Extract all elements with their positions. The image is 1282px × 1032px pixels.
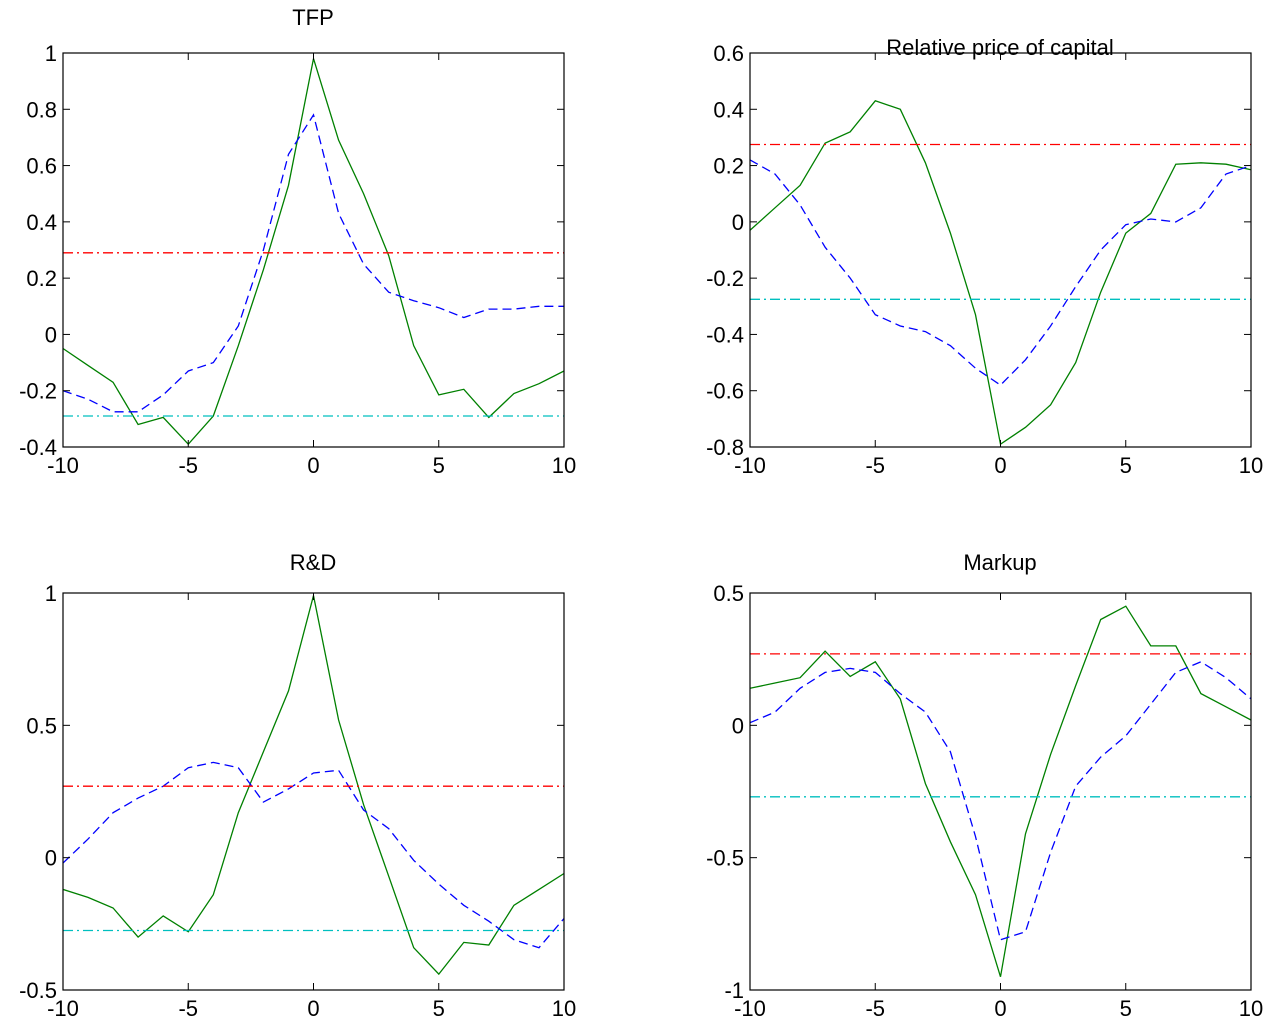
series-line-1 (63, 113, 564, 413)
series-line-1 (750, 159, 1251, 386)
x-tick-label: 0 (994, 996, 1006, 1021)
y-tick-label: 0.4 (26, 210, 57, 235)
x-tick-label: 10 (552, 453, 576, 478)
chart-title: TFP (292, 5, 334, 30)
x-tick-label: 10 (1239, 996, 1263, 1021)
x-tick-label: 5 (1120, 453, 1132, 478)
y-tick-label: -0.4 (706, 322, 744, 347)
x-tick-label: 5 (433, 453, 445, 478)
y-tick-label: -0.4 (19, 435, 57, 460)
x-tick-label: 0 (307, 453, 319, 478)
y-tick-label: -0.5 (19, 978, 57, 1003)
y-tick-label: 0.8 (26, 97, 57, 122)
y-tick-label: -0.8 (706, 435, 744, 460)
x-tick-label: 5 (1120, 996, 1132, 1021)
x-tick-label: -5 (178, 996, 198, 1021)
series-line-0 (750, 605, 1251, 977)
x-tick-label: 10 (1239, 453, 1263, 478)
y-tick-label: 0.5 (713, 581, 744, 606)
x-tick-label: 0 (307, 996, 319, 1021)
x-tick-label: -5 (178, 453, 198, 478)
y-tick-label: 0.2 (26, 266, 57, 291)
y-tick-label: 0 (45, 322, 57, 347)
subplot-markup: Markup -10 -5 0 5 10 -1 -0.5 0 0.5 (706, 550, 1263, 1021)
y-tick-label: 0.5 (26, 713, 57, 738)
y-tick-label: 0.2 (713, 154, 744, 179)
subplot-relative-price-of-capital: Relative price of capital -10 -5 0 5 10-0.8-… (706, 35, 1263, 478)
x-tick-label: -10 (47, 453, 79, 478)
x-tick-label: -5 (865, 453, 885, 478)
y-tick-label: 1 (45, 41, 57, 66)
y-tick-label: -1 (724, 978, 744, 1003)
x-tick-label: -10 (734, 996, 766, 1021)
y-tick-label: 0.4 (713, 97, 744, 122)
y-tick-label: -0.2 (706, 266, 744, 291)
y-tick-label: -0.6 (706, 379, 744, 404)
series-line-1 (63, 761, 564, 949)
chart-title: Markup (963, 550, 1036, 575)
y-tick-label: 0 (732, 210, 744, 235)
y-tick-label: 0 (732, 713, 744, 738)
x-tick-label: -10 (734, 453, 766, 478)
y-tick-label: -0.5 (706, 846, 744, 871)
x-tick-label: 10 (552, 996, 576, 1021)
y-tick-label: 0 (45, 846, 57, 871)
x-tick-label: 0 (994, 453, 1006, 478)
y-tick-label: 0.6 (26, 154, 57, 179)
chart-title: R&D (290, 550, 336, 575)
x-tick-label: -10 (47, 996, 79, 1021)
subplot-tfp: TFP -10 -5 0 5 10 -0.4 -0.2 0 0.2 0.4 0.6 0.8 1 (19, 5, 576, 478)
x-tick-label: -5 (865, 996, 885, 1021)
series-line-1 (750, 661, 1251, 941)
y-tick-label: 1 (45, 581, 57, 606)
subplot-rd: R&D -10 -5 0 5 10 -0.5 0 0.5 1 (19, 550, 576, 1021)
y-tick-label: 0.6 (713, 41, 744, 66)
x-tick-label: 5 (433, 996, 445, 1021)
y-tick-label: -0.2 (19, 379, 57, 404)
